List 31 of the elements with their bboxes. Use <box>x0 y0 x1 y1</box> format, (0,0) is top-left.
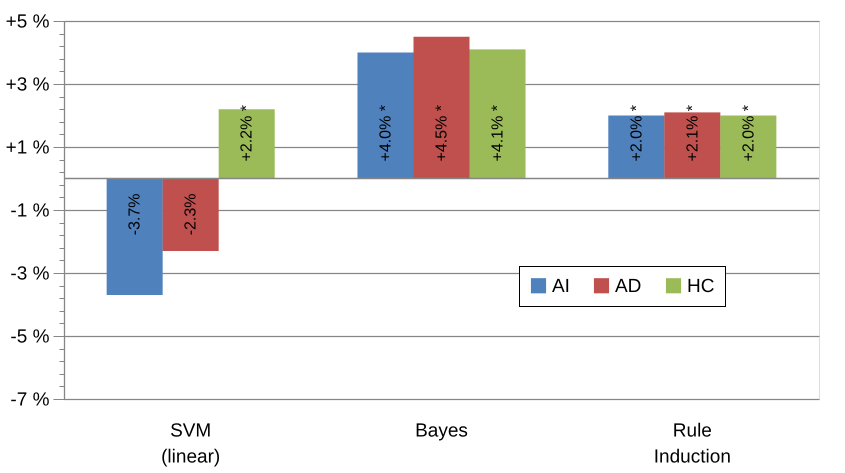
x-tick-label: Rule Induction <box>654 420 731 468</box>
data-label: +4.0% * <box>377 105 394 162</box>
bar <box>470 49 526 178</box>
bar <box>720 116 776 178</box>
bar <box>218 109 275 178</box>
data-label: +4.1% * <box>490 105 507 162</box>
data-label: -3.7% <box>126 194 144 236</box>
y-tick-label: +5 % <box>6 12 50 32</box>
y-tick-label: -3 % <box>10 264 50 284</box>
data-label: +4.5% * <box>434 105 450 162</box>
bar <box>357 52 414 178</box>
bar <box>413 36 470 178</box>
bar <box>664 112 720 178</box>
bar <box>608 116 664 178</box>
y-tick-label: -7 % <box>10 390 50 410</box>
legend-label: AI <box>552 276 570 297</box>
y-tick-label: +3 % <box>6 74 50 96</box>
bar <box>162 178 219 251</box>
data-label: +2.0% * <box>628 105 646 162</box>
data-label: +2.1% * <box>684 105 702 162</box>
y-tick-label: +1 % <box>6 138 50 158</box>
data-label: +2.0% * <box>740 105 758 162</box>
y-tick-label: -1 % <box>10 200 50 222</box>
bar <box>106 178 163 296</box>
legend-label: AD <box>615 276 642 297</box>
y-tick-label: -5 % <box>10 326 50 348</box>
legend-label: HC <box>687 276 714 297</box>
data-label: -2.3% <box>182 194 200 236</box>
data-label: +2.2% * <box>238 105 256 162</box>
x-tick-label: Bayes <box>415 420 468 442</box>
x-tick-label: SVM (linear) <box>161 420 220 468</box>
